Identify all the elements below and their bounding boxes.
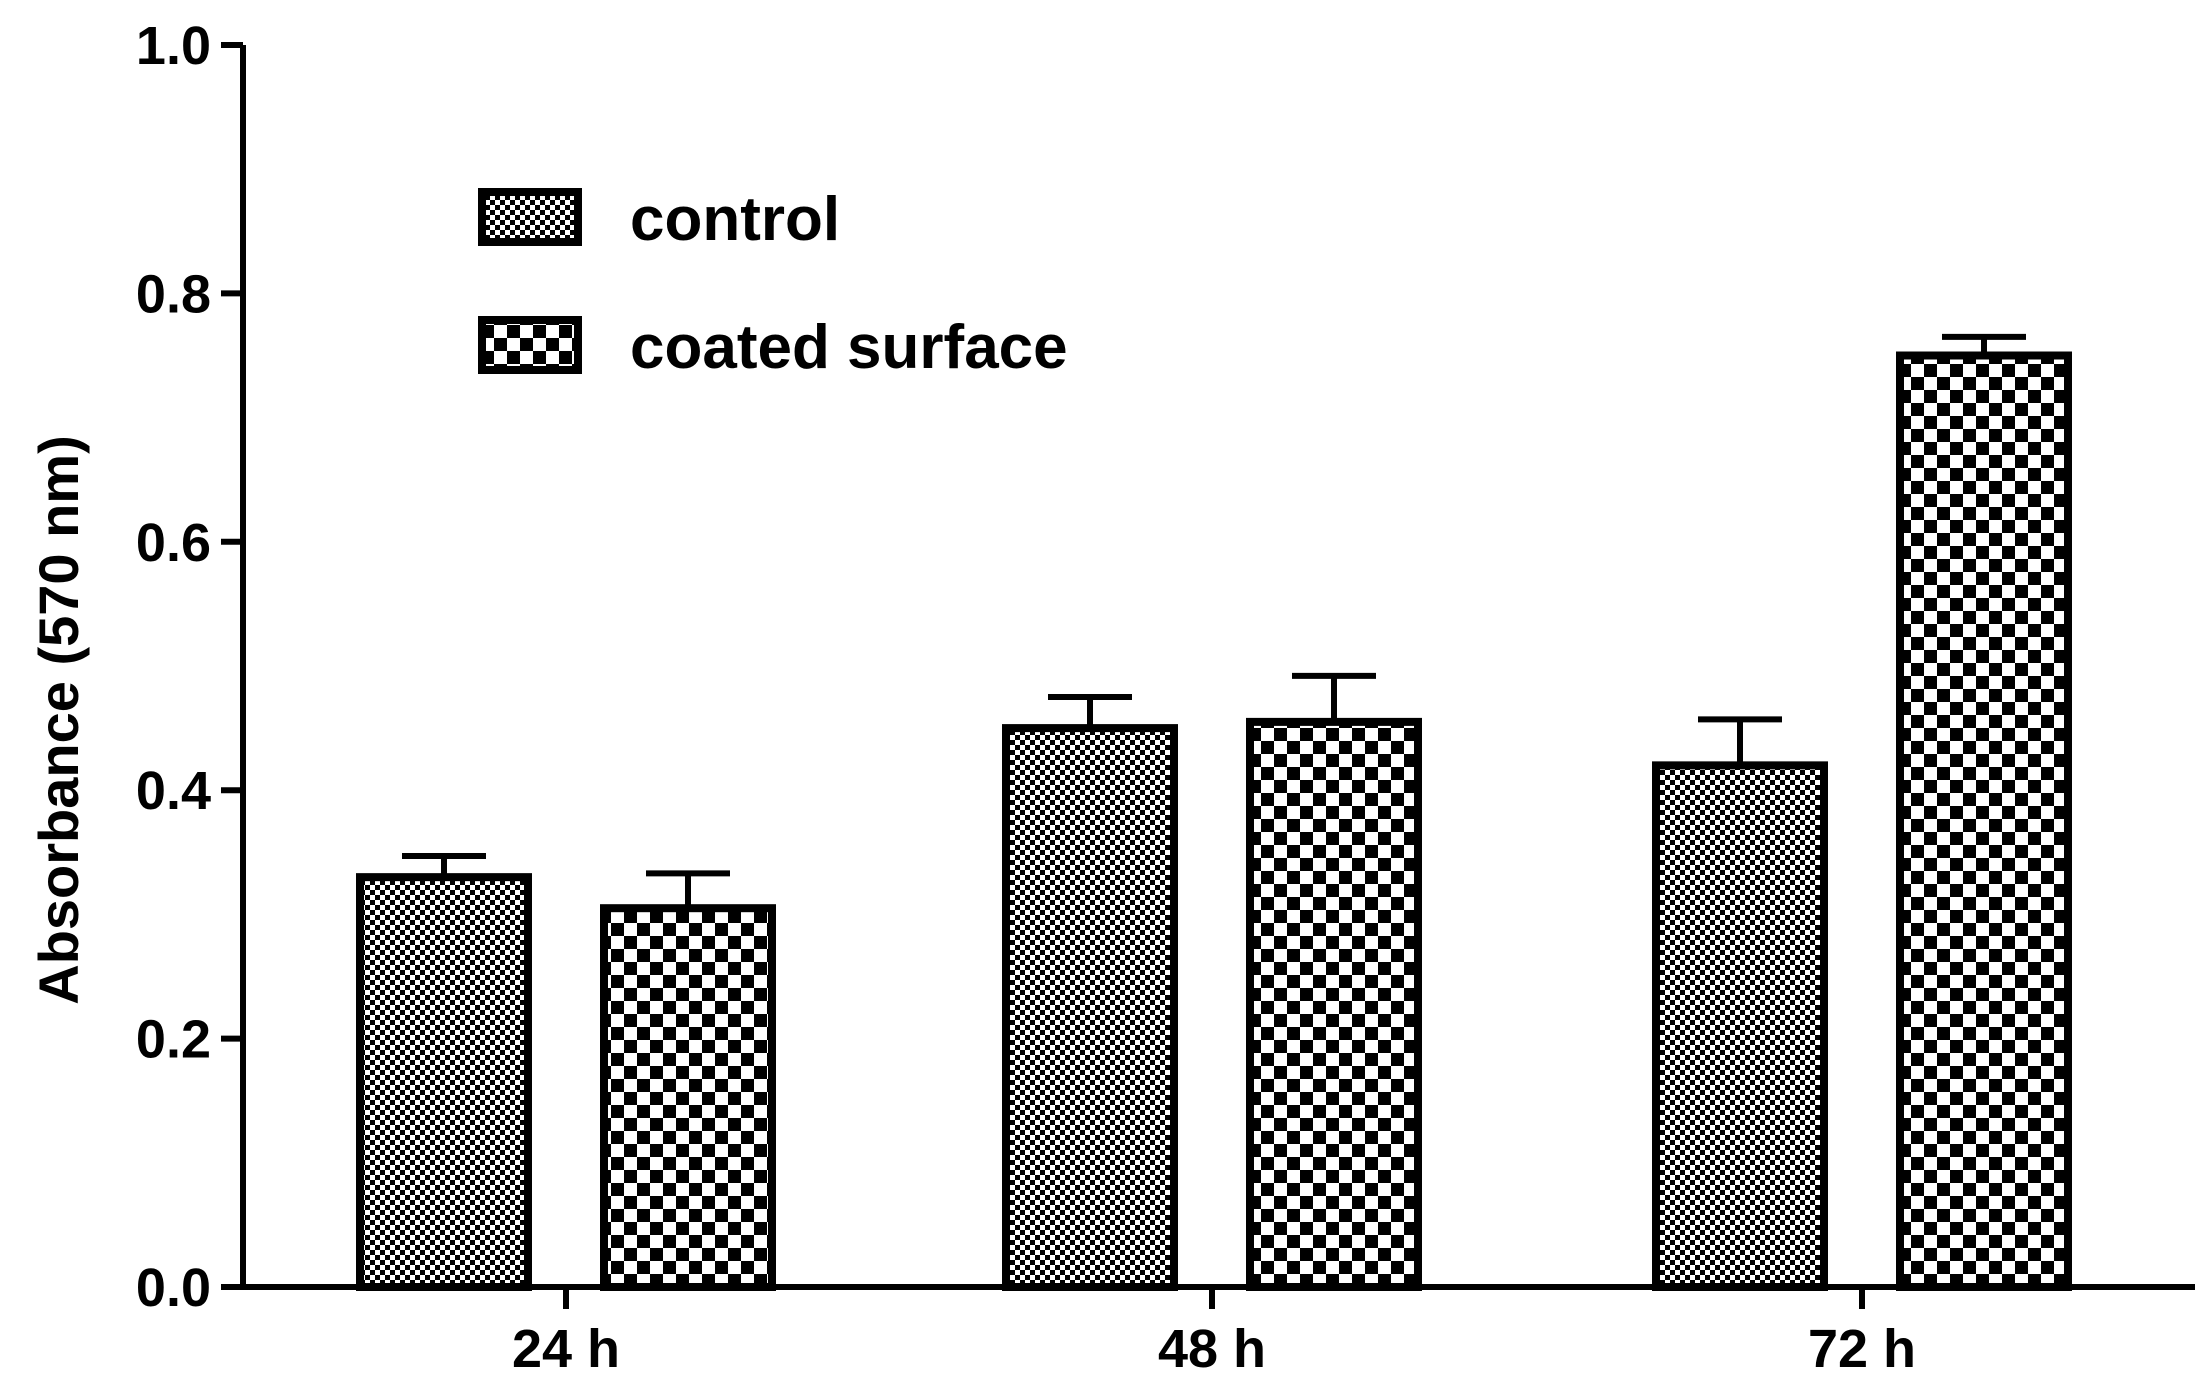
error-bars [402, 333, 2026, 909]
legend-label: coated surface [630, 313, 1068, 382]
bar-control-48h [1002, 724, 1178, 1291]
legend-label: control [630, 185, 840, 254]
y-axis-title-group: Absorbance (570 nm) [27, 435, 90, 1005]
x-ticks: 24 h 48 h 72 h [512, 1287, 1916, 1379]
bar-control-24h [356, 873, 532, 1291]
legend-swatch [478, 316, 582, 374]
bar-control-72h [1652, 761, 1828, 1291]
bar-coated-surface-24h [600, 904, 776, 1291]
bar-coated-surface-72h [1896, 351, 2072, 1291]
y-axis-title: Absorbance (570 nm) [27, 435, 90, 1005]
y-tick-label: 0.2 [136, 1010, 211, 1070]
y-tick-label: 0.0 [136, 1258, 211, 1318]
bar-coated-surface-48h [1246, 717, 1422, 1291]
y-tick-label: 0.6 [136, 513, 211, 573]
x-tick-label: 24 h [512, 1319, 620, 1379]
y-tick-label: 0.8 [136, 264, 211, 324]
x-tick-label: 72 h [1808, 1319, 1916, 1379]
x-tick-label: 48 h [1158, 1319, 1266, 1379]
y-tick-label: 0.4 [136, 761, 211, 821]
y-ticks: 0.0 0.2 0.4 0.6 0.8 1.0 [136, 16, 243, 1318]
legend-swatch [478, 188, 582, 246]
y-tick-label: 1.0 [136, 16, 211, 76]
legend: control coated surface [478, 185, 1068, 382]
bars [356, 351, 2072, 1291]
